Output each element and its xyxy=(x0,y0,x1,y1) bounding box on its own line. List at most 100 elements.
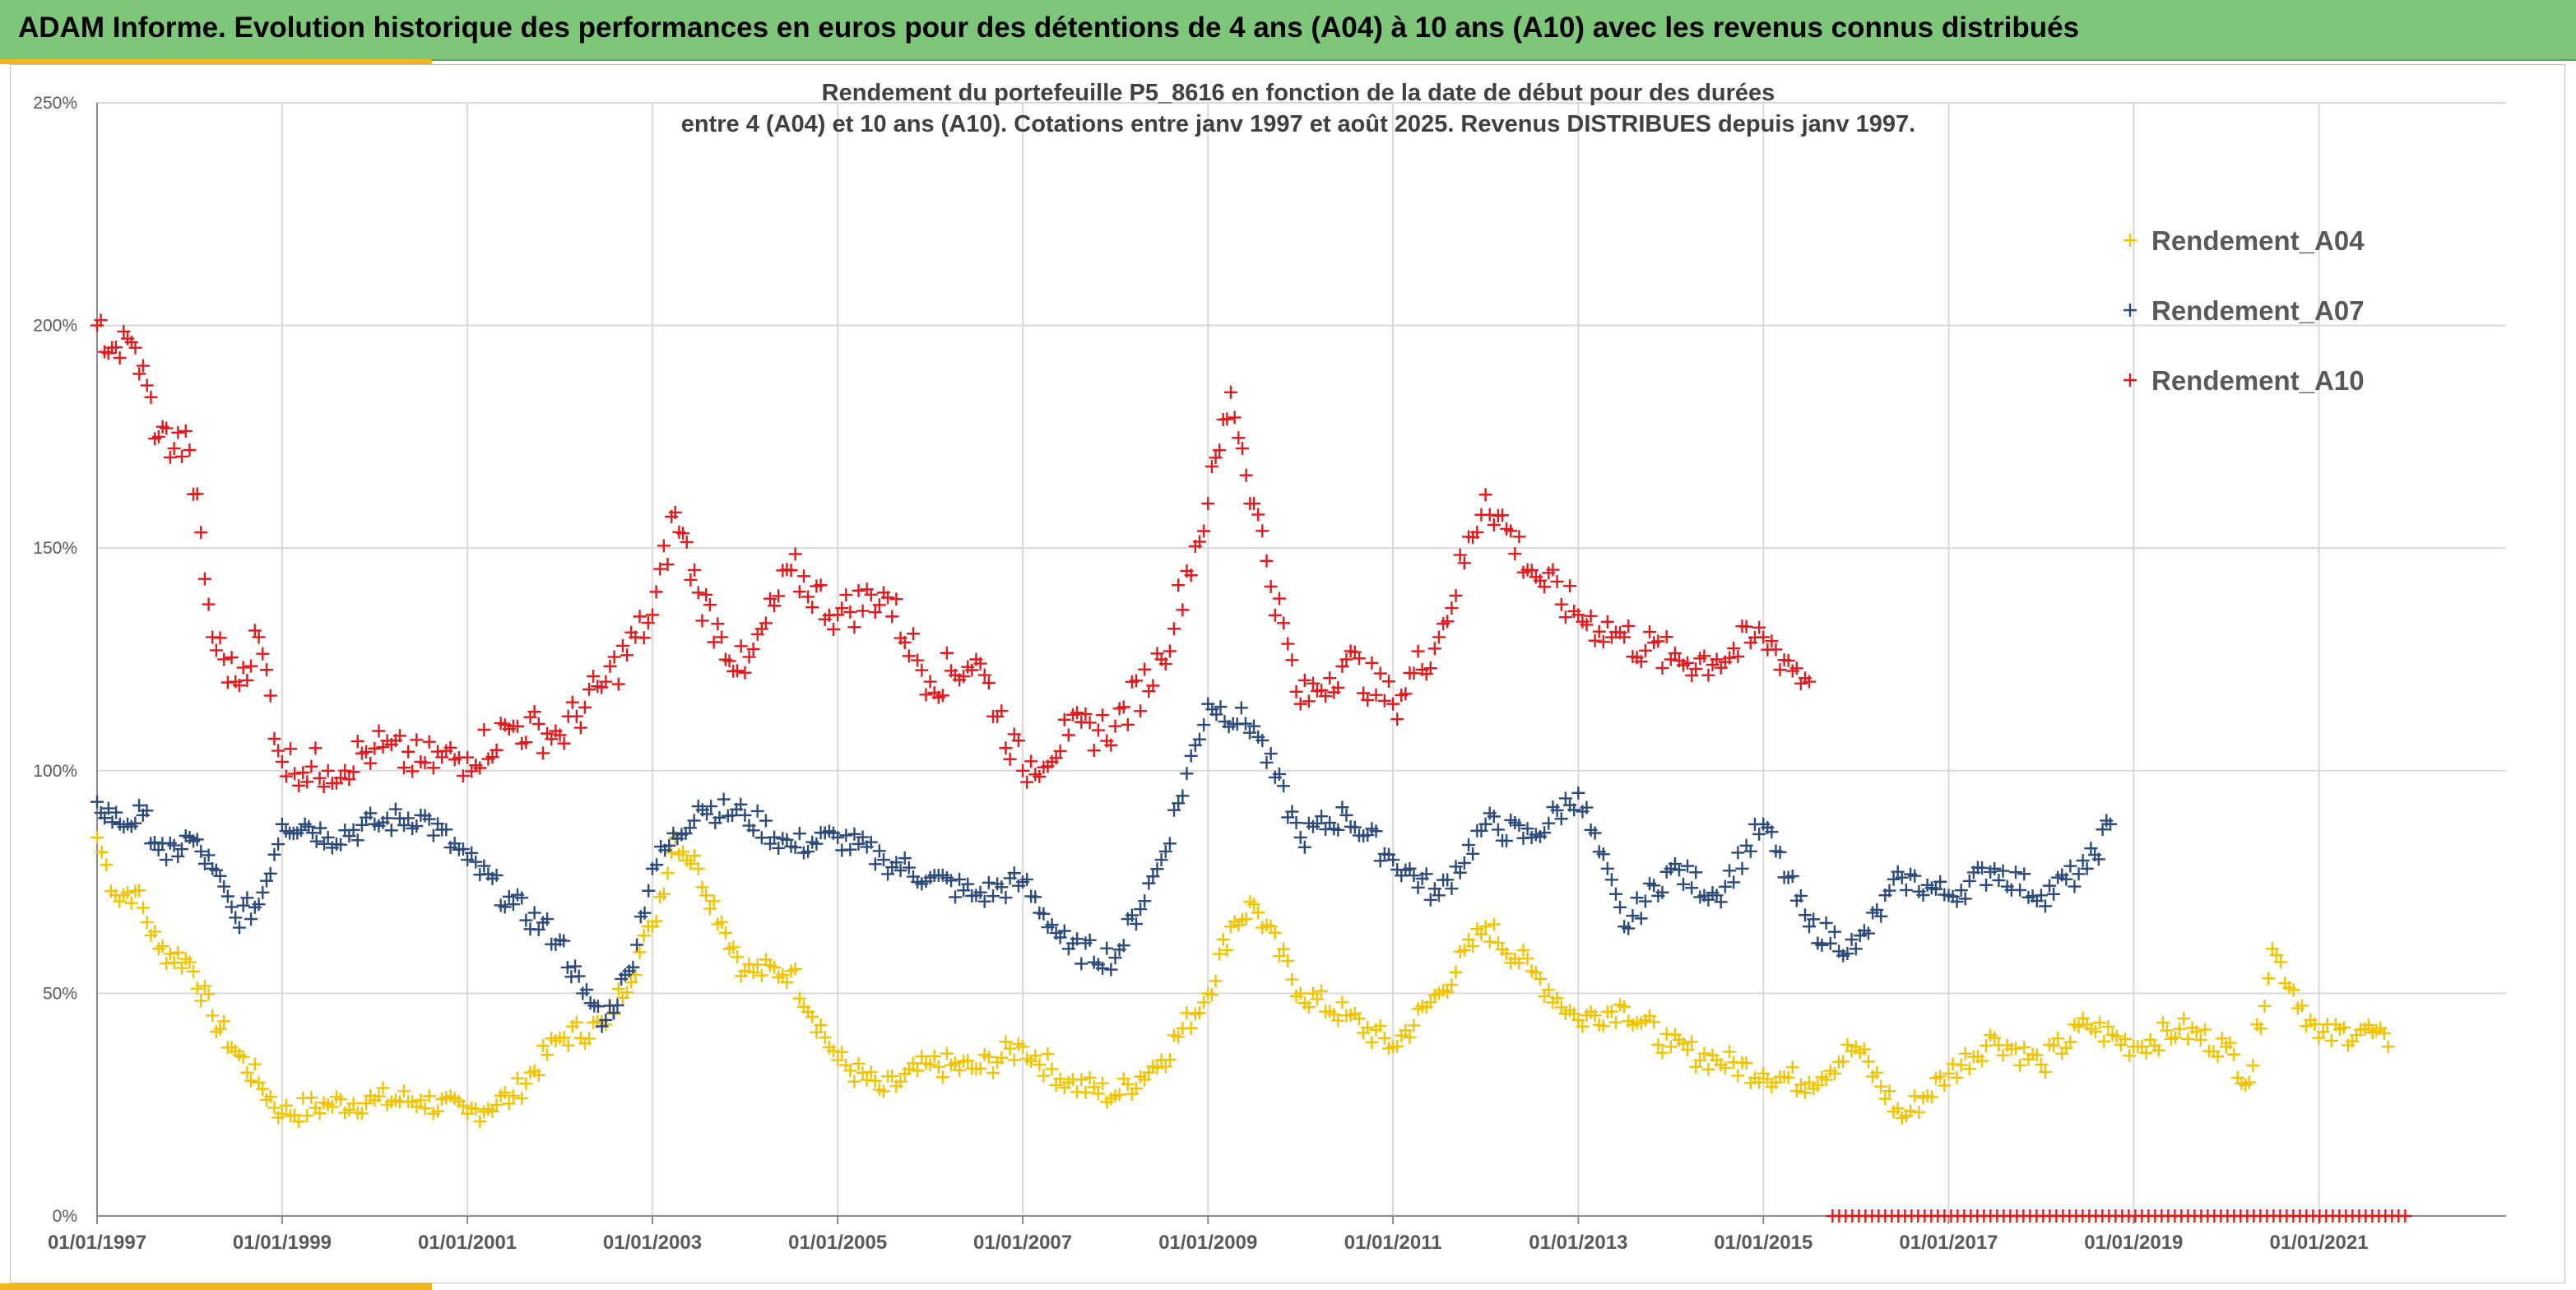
marker-Rendement_A04 xyxy=(931,1060,945,1074)
marker-Rendement_A10 xyxy=(1622,619,1636,633)
marker-Rendement_A04 xyxy=(1975,1054,1989,1068)
marker-Rendement_A04 xyxy=(1130,1082,1144,1096)
marker-Rendement_A04 xyxy=(1315,984,1329,998)
marker-Rendement_A04 xyxy=(1209,974,1223,988)
marker-Rendement_A10 xyxy=(1449,588,1463,602)
marker-Rendement_A04 xyxy=(1293,986,1307,1000)
marker-Rendement_A10 xyxy=(1079,708,1093,722)
marker-Rendement_A07 xyxy=(1130,917,1144,931)
marker-Rendement_A04 xyxy=(1251,906,1265,920)
marker-Rendement_A10 xyxy=(1525,564,1539,578)
marker-Rendement_A04 xyxy=(2088,1024,2102,1038)
marker-Rendement_A10 xyxy=(885,610,899,624)
banner-accent-left xyxy=(0,59,432,64)
marker-Rendement_A07 xyxy=(213,869,227,883)
marker-Rendement_A04 xyxy=(726,940,740,954)
marker-Rendement_A07 xyxy=(1630,891,1644,905)
marker-Rendement_A04 xyxy=(1533,972,1547,986)
marker-Rendement_A04 xyxy=(911,1064,925,1078)
marker-Rendement_A07 xyxy=(519,913,533,927)
marker-Rendement_A04 xyxy=(1007,1053,1021,1067)
marker-Rendement_A10 xyxy=(722,654,736,668)
marker-Rendement_A07 xyxy=(738,808,752,822)
marker-Rendement_A07 xyxy=(1138,894,1152,908)
marker-Rendement_A10 xyxy=(1470,526,1484,540)
marker-Rendement_A07 xyxy=(1815,938,1829,952)
x-tick-label: 01/01/1999 xyxy=(233,1232,332,1254)
marker-Rendement_A10 xyxy=(1399,687,1413,701)
marker-Rendement_A04 xyxy=(1878,1092,1892,1106)
marker-Rendement_A04 xyxy=(676,845,690,859)
marker-Rendement_A04 xyxy=(1390,1039,1404,1053)
marker-Rendement_A10 xyxy=(1289,684,1303,698)
marker-Rendement_A04 xyxy=(1996,1048,2010,1062)
marker-Rendement_A10 xyxy=(1361,694,1375,708)
x-tick-label: 01/01/2003 xyxy=(603,1232,702,1254)
marker-Rendement_A04 xyxy=(1180,1006,1194,1020)
marker-Rendement_A07 xyxy=(759,814,773,828)
marker-Rendement_A10 xyxy=(1268,608,1282,622)
marker-Rendement_A07 xyxy=(229,911,243,925)
marker-Rendement_A10 xyxy=(1201,497,1215,511)
marker-Rendement_A07 xyxy=(1247,719,1261,733)
marker-Rendement_A10 xyxy=(578,700,592,714)
marker-Rendement_A04 xyxy=(1882,1084,1896,1098)
legend-marker-Rendement_A04 xyxy=(2123,234,2137,247)
marker-Rendement_A04 xyxy=(2110,1029,2123,1043)
marker-Rendement_A07 xyxy=(2104,817,2118,831)
marker-Rendement_A07 xyxy=(232,921,246,935)
marker-Rendement_A10 xyxy=(633,610,647,624)
marker-Rendement_A07 xyxy=(591,1000,605,1014)
marker-Rendement_A10 xyxy=(1588,633,1602,647)
marker-Rendement_A07 xyxy=(1427,882,1441,896)
marker-Rendement_A10 xyxy=(309,741,323,755)
marker-Rendement_A04 xyxy=(1247,898,1261,912)
marker-Rendement_A07 xyxy=(977,894,991,908)
marker-Rendement_A07 xyxy=(1929,882,1942,896)
marker-Rendement_A10 xyxy=(1382,675,1396,689)
marker-Rendement_A10 xyxy=(1003,752,1017,766)
marker-Rendement_A04 xyxy=(876,1084,890,1098)
marker-Rendement_A10 xyxy=(1232,431,1246,445)
marker-Rendement_A07 xyxy=(687,814,701,828)
marker-Rendement_A04 xyxy=(868,1074,882,1088)
marker-Rendement_A10 xyxy=(1011,734,1025,748)
marker-Rendement_A04 xyxy=(248,1057,262,1071)
marker-Rendement_A04 xyxy=(1512,956,1526,970)
marker-Rendement_A07 xyxy=(1311,816,1324,830)
marker-Rendement_A04 xyxy=(240,1065,254,1079)
marker-Rendement_A10 xyxy=(194,526,208,540)
marker-Rendement_A04 xyxy=(1403,1030,1417,1044)
marker-Rendement_A10 xyxy=(784,564,798,578)
marker-Rendement_A10 xyxy=(1197,524,1211,538)
x-tick-label: 01/01/2001 xyxy=(418,1232,517,1254)
marker-Rendement_A10 xyxy=(1228,411,1242,425)
marker-Rendement_A07 xyxy=(1057,924,1071,938)
marker-Rendement_A04 xyxy=(1962,1062,1976,1076)
marker-Rendement_A07 xyxy=(843,842,857,856)
marker-Rendement_A04 xyxy=(805,1009,819,1023)
report-title: ADAM Informe. Evolution historique des p… xyxy=(18,12,2080,44)
marker-Rendement_A04 xyxy=(206,1009,220,1023)
marker-Rendement_A04 xyxy=(1331,1014,1345,1028)
marker-Rendement_A04 xyxy=(1192,1006,1206,1020)
marker-Rendement_A07 xyxy=(557,934,571,948)
marker-Rendement_A10 xyxy=(649,585,663,599)
marker-Rendement_A04 xyxy=(418,1102,432,1116)
marker-Rendement_A07 xyxy=(1743,844,1757,858)
marker-Rendement_A04 xyxy=(657,887,671,901)
marker-Rendement_A04 xyxy=(1184,1021,1198,1035)
marker-Rendement_A10 xyxy=(1386,697,1400,711)
marker-Rendement_A07 xyxy=(754,831,768,845)
marker-Rendement_A04 xyxy=(1550,991,1564,1005)
chart-title-line1: Rendement du portefeuille P5_8616 en fon… xyxy=(822,80,1775,106)
marker-Rendement_A04 xyxy=(2377,1026,2391,1040)
marker-Rendement_A04 xyxy=(847,1074,861,1088)
marker-Rendement_A07 xyxy=(465,846,479,860)
marker-Rendement_A07 xyxy=(1773,845,1787,859)
marker-Rendement_A10 xyxy=(661,558,675,572)
marker-Rendement_A10 xyxy=(1264,580,1278,594)
marker-Rendement_A07 xyxy=(309,834,323,848)
marker-Rendement_A04 xyxy=(1516,944,1530,957)
marker-Rendement_A04 xyxy=(469,1102,483,1116)
